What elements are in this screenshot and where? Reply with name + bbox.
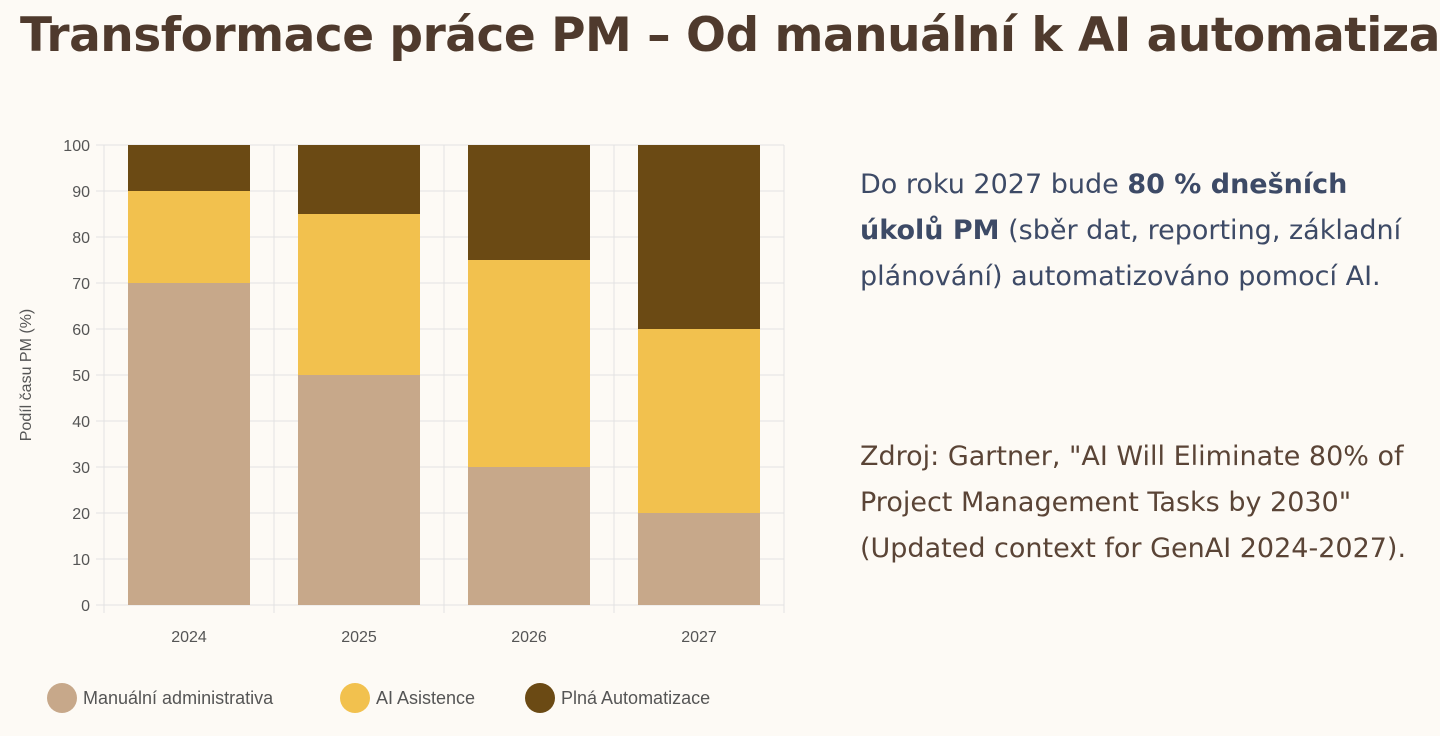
y-tick-label: 20 [72, 506, 90, 523]
x-tick-label: 2026 [511, 629, 547, 646]
bar-segment [468, 467, 590, 605]
y-tick-label: 30 [72, 460, 90, 477]
x-tick-label: 2025 [341, 629, 377, 646]
summary-text: Do roku 2027 bude 80 % dnešních úkolů PM… [860, 162, 1420, 300]
y-tick-label: 0 [81, 598, 90, 615]
y-tick-label: 100 [63, 138, 90, 155]
bar-segment [468, 260, 590, 467]
legend-label: Manuální administrativa [83, 688, 274, 708]
y-axis-label: Podíl času PM (%) [18, 309, 35, 441]
legend-label: Plná Automatizace [561, 688, 710, 708]
y-tick-label: 10 [72, 552, 90, 569]
stacked-bar-chart: 0 10 20 30 40 50 60 70 80 90 100 2024 2025 2026 2027 Po… [18, 138, 785, 713]
legend-label: AI Asistence [376, 688, 475, 708]
legend-swatch [47, 683, 77, 713]
page-title: Transformace práce PM – Od manuální k AI… [20, 8, 1440, 63]
y-tick-label: 50 [72, 368, 90, 385]
x-tick-label: 2024 [171, 629, 207, 646]
legend-swatch [525, 683, 555, 713]
bar-segment [128, 191, 250, 283]
source-text: Zdroj: Gartner, "AI Will Eliminate 80% o… [860, 441, 1407, 564]
bar-segment [298, 145, 420, 214]
summary-suffix: (sběr dat, reporting, základní plánování… [860, 215, 1402, 292]
bar-segment [298, 375, 420, 605]
summary-bold: 80 % dnešních úkolů PM [860, 169, 1348, 246]
bar-segment [128, 145, 250, 191]
y-tick-label: 80 [72, 230, 90, 247]
x-tick-label: 2027 [681, 629, 717, 646]
y-tick-label: 70 [72, 276, 90, 293]
bar-segment [298, 214, 420, 375]
bar-segment [638, 145, 760, 329]
bar-segment [468, 145, 590, 260]
bar-segment [128, 283, 250, 605]
bar-segment [638, 513, 760, 605]
summary-prefix: Do roku 2027 bude [860, 169, 1128, 200]
y-tick-label: 90 [72, 184, 90, 201]
y-tick-label: 60 [72, 322, 90, 339]
legend-swatch [340, 683, 370, 713]
y-tick-label: 40 [72, 414, 90, 431]
bar-segment [638, 329, 760, 513]
